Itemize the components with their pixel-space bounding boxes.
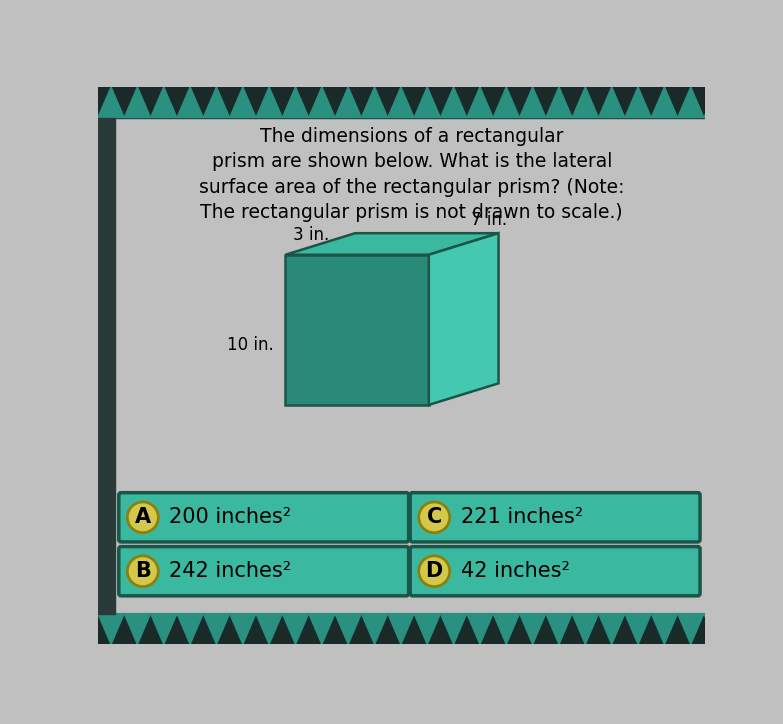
Text: 242 inches²: 242 inches² [169, 561, 291, 581]
Polygon shape [256, 613, 283, 644]
Text: A: A [135, 508, 151, 527]
Text: B: B [135, 561, 151, 581]
Text: D: D [426, 561, 443, 581]
Polygon shape [677, 613, 704, 644]
Polygon shape [625, 87, 651, 118]
Polygon shape [98, 613, 124, 644]
Polygon shape [625, 613, 651, 644]
Polygon shape [286, 233, 499, 255]
Polygon shape [150, 87, 177, 118]
Polygon shape [177, 613, 204, 644]
Polygon shape [177, 87, 204, 118]
Polygon shape [71, 613, 98, 644]
Text: The rectangular prism is not drawn to scale.): The rectangular prism is not drawn to sc… [200, 203, 623, 222]
Polygon shape [546, 613, 572, 644]
Polygon shape [651, 613, 677, 644]
Polygon shape [283, 613, 309, 644]
Circle shape [128, 502, 158, 533]
Text: 42 inches²: 42 inches² [460, 561, 569, 581]
Polygon shape [309, 613, 335, 644]
Text: 10 in.: 10 in. [227, 336, 274, 354]
Polygon shape [467, 613, 493, 644]
Circle shape [419, 502, 449, 533]
Polygon shape [440, 613, 467, 644]
Text: C: C [427, 508, 442, 527]
Polygon shape [309, 87, 335, 118]
Polygon shape [256, 87, 283, 118]
Polygon shape [71, 87, 98, 118]
Polygon shape [204, 87, 229, 118]
Polygon shape [98, 87, 705, 118]
Polygon shape [572, 613, 598, 644]
Text: prism are shown below. What is the lateral: prism are shown below. What is the later… [211, 152, 612, 172]
Polygon shape [677, 87, 704, 118]
Polygon shape [124, 87, 150, 118]
Circle shape [128, 556, 158, 586]
FancyBboxPatch shape [410, 547, 700, 596]
Polygon shape [467, 87, 493, 118]
Polygon shape [546, 87, 572, 118]
FancyBboxPatch shape [119, 547, 409, 596]
Polygon shape [335, 87, 362, 118]
FancyBboxPatch shape [119, 492, 409, 542]
Text: surface area of the rectangular prism? (Note:: surface area of the rectangular prism? (… [199, 177, 625, 197]
Polygon shape [598, 613, 625, 644]
Polygon shape [98, 87, 124, 118]
Text: 7 in.: 7 in. [471, 211, 507, 229]
Polygon shape [493, 87, 519, 118]
Polygon shape [731, 613, 756, 644]
Polygon shape [204, 613, 229, 644]
Polygon shape [651, 87, 677, 118]
Polygon shape [98, 118, 115, 613]
Text: 200 inches²: 200 inches² [169, 508, 291, 527]
Polygon shape [98, 118, 705, 613]
Polygon shape [362, 87, 388, 118]
Polygon shape [388, 613, 414, 644]
Polygon shape [124, 613, 150, 644]
Polygon shape [519, 613, 546, 644]
Polygon shape [414, 87, 440, 118]
Text: The dimensions of a rectangular: The dimensions of a rectangular [260, 127, 564, 146]
Polygon shape [440, 87, 467, 118]
Polygon shape [286, 255, 429, 405]
Polygon shape [362, 613, 388, 644]
Polygon shape [229, 613, 256, 644]
Polygon shape [229, 87, 256, 118]
Polygon shape [704, 613, 731, 644]
Polygon shape [493, 613, 519, 644]
Polygon shape [388, 87, 414, 118]
Polygon shape [598, 87, 625, 118]
Text: 221 inches²: 221 inches² [460, 508, 583, 527]
Polygon shape [98, 613, 705, 644]
Polygon shape [704, 87, 731, 118]
Polygon shape [429, 233, 499, 405]
Polygon shape [150, 613, 177, 644]
Circle shape [419, 556, 449, 586]
Polygon shape [335, 613, 362, 644]
Polygon shape [283, 87, 309, 118]
Polygon shape [414, 613, 440, 644]
Polygon shape [572, 87, 598, 118]
Text: 3 in.: 3 in. [293, 226, 330, 244]
Polygon shape [731, 87, 756, 118]
Polygon shape [519, 87, 546, 118]
FancyBboxPatch shape [410, 492, 700, 542]
